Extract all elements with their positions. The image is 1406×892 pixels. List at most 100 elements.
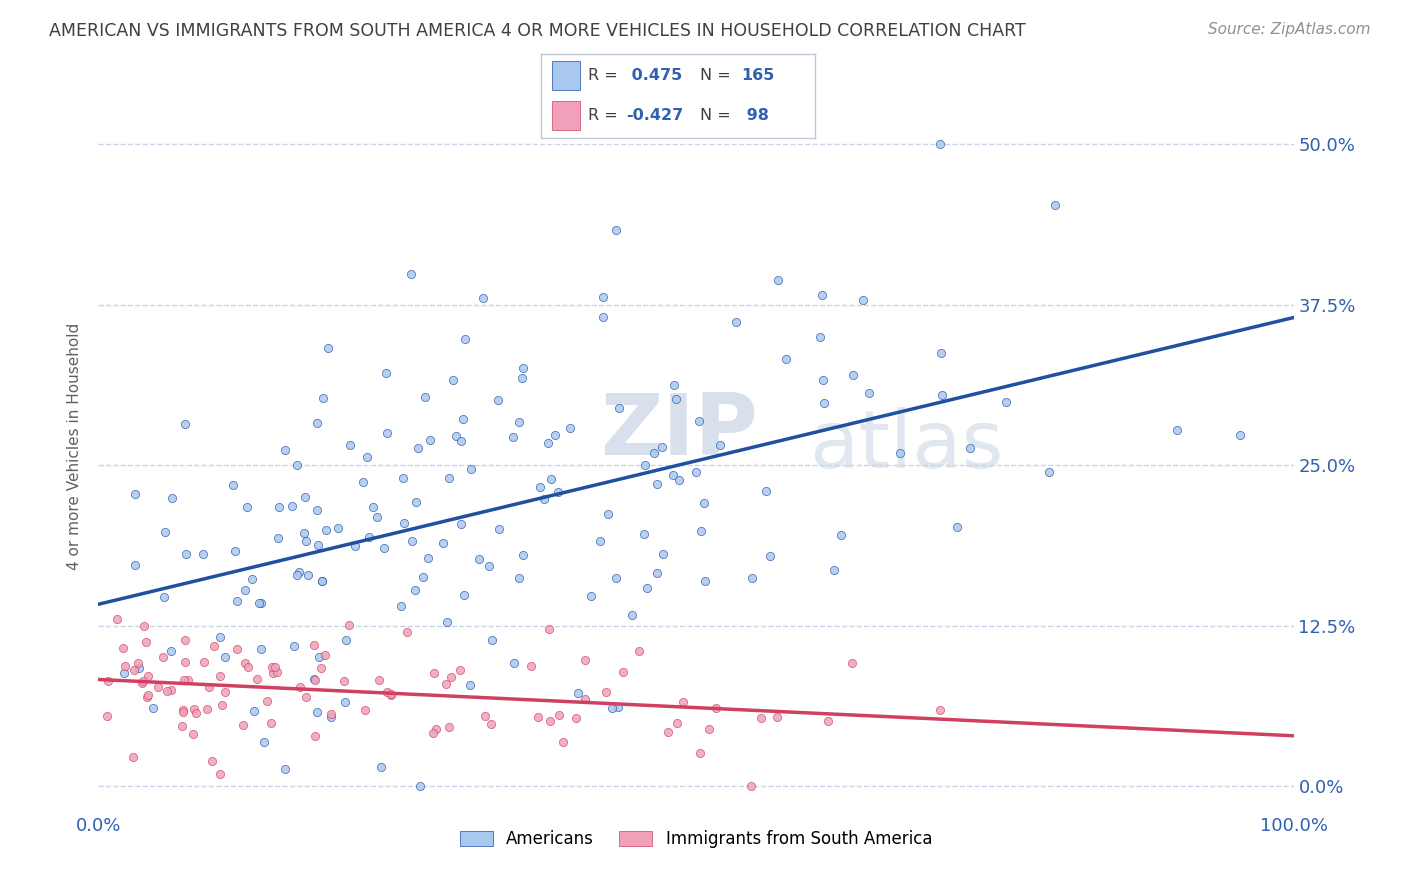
Point [367, 673, 389, 687]
Point [538, 714, 561, 729]
Point [612, 665, 634, 679]
Point [766, 710, 789, 724]
Point [758, 549, 780, 563]
Point [740, 779, 762, 793]
Point [413, 390, 436, 404]
Point [315, 523, 337, 537]
Point [247, 596, 270, 610]
Point [596, 507, 619, 521]
Point [366, 510, 388, 524]
Point [250, 596, 273, 610]
Point [929, 703, 952, 717]
Point [627, 644, 650, 658]
Point [356, 450, 378, 465]
Point [478, 558, 501, 573]
Point [174, 656, 197, 670]
Point [375, 685, 398, 699]
Point [841, 657, 863, 671]
Point [294, 490, 316, 504]
Point [262, 660, 284, 674]
Point [214, 684, 236, 698]
Point [233, 656, 256, 670]
Point [302, 673, 325, 687]
Point [152, 650, 174, 665]
Point [471, 291, 494, 305]
Point [256, 694, 278, 708]
Point [146, 680, 169, 694]
Point [709, 438, 731, 452]
Point [97, 673, 120, 688]
Point [181, 727, 204, 741]
Point [574, 691, 596, 706]
Point [689, 746, 711, 760]
Point [690, 524, 713, 539]
Point [172, 703, 194, 717]
Point [287, 568, 309, 582]
Point [437, 471, 460, 485]
Point [253, 735, 276, 749]
Point [929, 137, 952, 152]
Point [488, 392, 510, 407]
Point [560, 421, 582, 435]
Point [160, 683, 183, 698]
Point [544, 428, 567, 442]
Point [607, 401, 630, 415]
Point [172, 705, 194, 719]
Point [321, 710, 343, 724]
Point [697, 723, 720, 737]
Point [510, 371, 533, 385]
Point [156, 684, 179, 698]
Point [665, 392, 688, 407]
Point [105, 612, 128, 626]
Point [592, 310, 614, 325]
Point [460, 678, 482, 692]
Point [380, 687, 402, 701]
Point [285, 458, 308, 472]
Point [266, 531, 288, 545]
Point [335, 695, 357, 709]
Point [308, 649, 330, 664]
Point [396, 625, 419, 640]
Point [1166, 424, 1188, 438]
Point [474, 709, 496, 723]
Point [226, 594, 249, 608]
Point [808, 330, 831, 344]
Point [288, 566, 311, 580]
Text: 98: 98 [741, 108, 769, 123]
Point [595, 685, 617, 699]
Point [450, 434, 472, 448]
Point [159, 644, 181, 658]
Point [153, 525, 176, 540]
Point [263, 659, 285, 673]
Point [533, 491, 555, 506]
Point [508, 416, 530, 430]
Point [242, 704, 264, 718]
Point [269, 500, 291, 514]
Point [444, 429, 467, 443]
Text: Source: ZipAtlas.com: Source: ZipAtlas.com [1208, 22, 1371, 37]
Point [260, 715, 283, 730]
Point [262, 666, 284, 681]
Point [664, 377, 686, 392]
Point [579, 589, 602, 603]
Point [406, 441, 429, 455]
Point [292, 526, 315, 541]
Point [636, 581, 658, 595]
Point [741, 571, 763, 585]
Point [361, 500, 384, 514]
Point [401, 534, 423, 549]
Point [357, 530, 380, 544]
Point [266, 665, 288, 679]
Point [959, 441, 981, 455]
Point [222, 478, 245, 492]
Point [512, 361, 534, 376]
Text: atlas: atlas [810, 407, 1004, 485]
Point [174, 547, 197, 561]
Point [931, 388, 953, 402]
Point [235, 500, 257, 515]
Point [209, 766, 232, 780]
Point [1043, 197, 1066, 211]
Point [520, 658, 543, 673]
Point [131, 676, 153, 690]
Text: AMERICAN VS IMMIGRANTS FROM SOUTH AMERICA 4 OR MORE VEHICLES IN HOUSEHOLD CORREL: AMERICAN VS IMMIGRANTS FROM SOUTH AMERIC… [49, 22, 1026, 40]
